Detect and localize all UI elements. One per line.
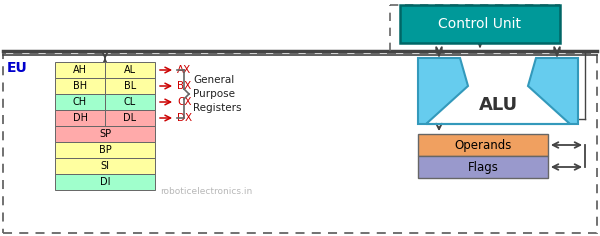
Bar (55, 174, 155, 190)
Text: SI: SI (101, 161, 110, 171)
Bar (55, 158, 155, 174)
Bar (55, 126, 155, 142)
Text: Flags: Flags (467, 160, 499, 173)
Bar (400, 5, 560, 43)
Text: AX: AX (177, 65, 191, 75)
Bar (105, 62, 155, 78)
Text: BH: BH (73, 81, 87, 91)
Bar (3, 53, 597, 233)
Text: DI: DI (100, 177, 110, 187)
Text: CX: CX (177, 97, 191, 107)
Bar (55, 78, 105, 94)
Text: AH: AH (73, 65, 87, 75)
Text: AL: AL (124, 65, 136, 75)
Text: EU: EU (7, 61, 28, 75)
Text: DH: DH (73, 113, 88, 123)
Text: General
Purpose
Registers: General Purpose Registers (193, 75, 241, 113)
Text: Control Unit: Control Unit (439, 17, 521, 31)
Bar (418, 134, 548, 156)
Text: CH: CH (73, 97, 87, 107)
Bar (55, 62, 105, 78)
Bar (55, 110, 105, 126)
Text: ALU: ALU (478, 96, 518, 114)
Bar (105, 78, 155, 94)
Text: DL: DL (124, 113, 137, 123)
Text: BL: BL (124, 81, 136, 91)
Text: roboticelectronics.in: roboticelectronics.in (160, 186, 252, 195)
Text: BX: BX (177, 81, 191, 91)
Bar (55, 142, 155, 158)
Bar (105, 110, 155, 126)
Text: CL: CL (124, 97, 136, 107)
Text: SP: SP (99, 129, 111, 139)
Text: DX: DX (177, 113, 192, 123)
Bar (105, 94, 155, 110)
Polygon shape (418, 58, 578, 124)
Bar (55, 94, 105, 110)
Text: BP: BP (98, 145, 112, 155)
Bar (418, 156, 548, 178)
Text: Operands: Operands (454, 139, 512, 152)
